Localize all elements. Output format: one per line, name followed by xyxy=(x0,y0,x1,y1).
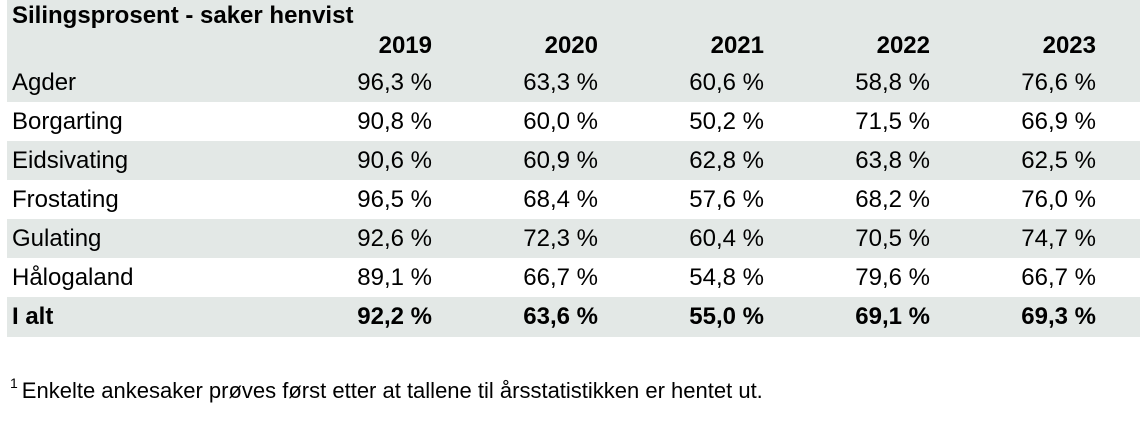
row-value: 90,6 % xyxy=(357,146,432,174)
row-value: 66,7 % xyxy=(523,263,598,291)
total-value: 69,1 % xyxy=(855,303,930,330)
header-year: 2023 xyxy=(1042,32,1096,59)
row-value: 68,2 % xyxy=(855,185,930,213)
row-value: 63,8 % xyxy=(855,146,930,174)
row-label: Gulating xyxy=(12,224,102,252)
row-value: 68,4 % xyxy=(523,185,598,213)
total-value: 63,6 % xyxy=(523,303,598,330)
row-value: 92,6 % xyxy=(357,224,432,252)
table-row: Hålogaland 89,1 % 66,7 % 54,8 % 79,6 % 6… xyxy=(7,258,1140,297)
row-label: Agder xyxy=(12,68,77,96)
row-label: Eidsivating xyxy=(12,146,129,174)
row-value: 62,5 % xyxy=(1021,146,1096,174)
table-row: Agder 96,3 % 63,3 % 60,6 % 58,8 % 76,6 % xyxy=(7,63,1140,102)
footnote-text: Enkelte ankesaker prøves først etter at … xyxy=(21,378,763,403)
row-value: 76,6 % xyxy=(1021,68,1096,96)
row-label: Borgarting xyxy=(12,107,123,135)
row-value: 58,8 % xyxy=(855,68,930,96)
row-value: 60,4 % xyxy=(689,224,764,252)
total-label: I alt xyxy=(12,303,54,330)
row-value: 54,8 % xyxy=(689,263,764,291)
row-value: 66,7 % xyxy=(1021,263,1096,291)
row-value: 60,0 % xyxy=(523,107,598,135)
row-value: 72,3 % xyxy=(523,224,598,252)
row-value: 70,5 % xyxy=(855,224,930,252)
row-value: 60,6 % xyxy=(689,68,764,96)
footnote: 1 Enkelte ankesaker prøves først etter at… xyxy=(10,375,763,404)
row-value: 60,9 % xyxy=(523,146,598,174)
table-title-row: Silingsprosent - saker henvist xyxy=(7,0,1140,29)
header-year: 2022 xyxy=(876,32,930,59)
row-value: 63,3 % xyxy=(523,68,598,96)
row-value: 57,6 % xyxy=(689,185,764,213)
table-row: Borgarting 90,8 % 60,0 % 50,2 % 71,5 % 6… xyxy=(7,102,1140,141)
table-row: Frostating 96,5 % 68,4 % 57,6 % 68,2 % 7… xyxy=(7,180,1140,219)
total-value: 55,0 % xyxy=(689,303,764,330)
table-row: Gulating 92,6 % 72,3 % 60,4 % 70,5 % 74,… xyxy=(7,219,1140,258)
table-total-row: I alt 92,2 % 63,6 % 55,0 % 69,1 % 69,3 % xyxy=(7,297,1140,337)
row-value: 90,8 % xyxy=(357,107,432,135)
total-value: 92,2 % xyxy=(357,303,432,330)
row-value: 76,0 % xyxy=(1021,185,1096,213)
table-title: Silingsprosent - saker henvist xyxy=(12,2,354,29)
row-value: 71,5 % xyxy=(855,107,930,135)
row-value: 79,6 % xyxy=(855,263,930,291)
row-value: 74,7 % xyxy=(1021,224,1096,252)
row-label: Frostating xyxy=(12,185,119,213)
row-value: 96,5 % xyxy=(357,185,432,213)
row-value: 96,3 % xyxy=(357,68,432,96)
header-year: 2021 xyxy=(710,32,764,59)
table-row: Eidsivating 90,6 % 60,9 % 62,8 % 63,8 % … xyxy=(7,141,1140,180)
row-value: 62,8 % xyxy=(689,146,764,174)
row-value: 89,1 % xyxy=(357,263,432,291)
footnote-marker: 1 xyxy=(10,375,18,391)
row-value: 66,9 % xyxy=(1021,107,1096,135)
statistics-table: Silingsprosent - saker henvist 2019 2020… xyxy=(7,0,1140,337)
header-year: 2019 xyxy=(378,32,432,59)
row-label: Hålogaland xyxy=(12,263,134,291)
header-year: 2020 xyxy=(544,32,598,59)
table-header-row: 2019 2020 2021 2022 2023 xyxy=(7,29,1140,63)
total-value: 69,3 % xyxy=(1021,303,1096,330)
row-value: 50,2 % xyxy=(689,107,764,135)
